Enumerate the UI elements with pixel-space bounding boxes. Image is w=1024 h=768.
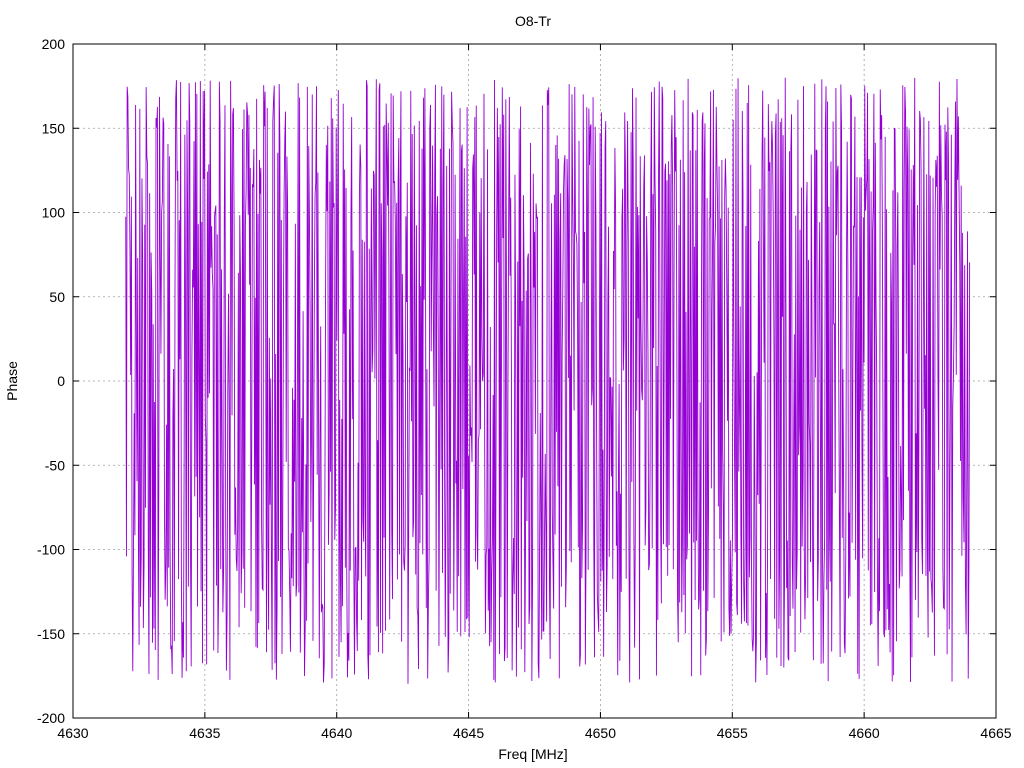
y-tick-label: -100: [37, 542, 65, 558]
y-tick-label: -50: [45, 457, 65, 473]
phase-series-line: [125, 77, 971, 684]
y-tick-label: 50: [49, 289, 65, 305]
y-tick-label: -200: [37, 710, 65, 726]
x-tick-label: 4635: [189, 725, 220, 741]
ticks: 4630 4635 4640 4645 4650 4655 4660 4665 -200 -150…: [37, 36, 1012, 741]
y-axis-label: Phase: [4, 361, 20, 401]
x-tick-label: 4640: [321, 725, 352, 741]
x-tick-label: 4630: [57, 725, 88, 741]
x-axis-label: Freq [MHz]: [498, 746, 567, 762]
y-tick-label: 0: [57, 373, 65, 389]
y-tick-label: 150: [42, 120, 66, 136]
x-tick-label: 4665: [980, 725, 1011, 741]
series-layer: [125, 77, 971, 684]
y-tick-label: 200: [42, 36, 66, 52]
chart-title: O8-Tr: [515, 13, 551, 29]
y-tick-label: -150: [37, 626, 65, 642]
x-tick-label: 4655: [717, 725, 748, 741]
y-tick-label: 100: [42, 205, 66, 221]
x-tick-label: 4650: [585, 725, 616, 741]
x-tick-label: 4660: [849, 725, 880, 741]
x-tick-label: 4645: [453, 725, 484, 741]
